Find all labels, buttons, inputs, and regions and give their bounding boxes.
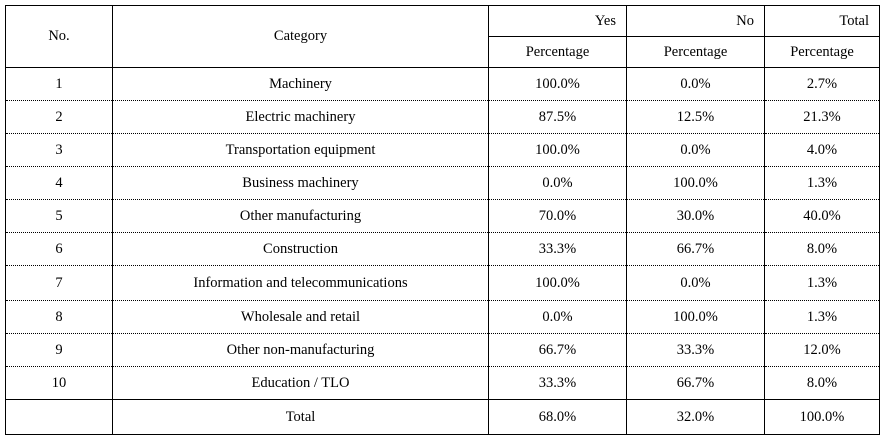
row-category: Other manufacturing xyxy=(112,199,489,233)
row-category: Machinery xyxy=(112,67,489,101)
table-row: 3 Transportation equipment 100.0% 0.0% 4… xyxy=(5,133,880,167)
total-total-pct: 100.0% xyxy=(764,399,880,435)
row-yes-pct: 100.0% xyxy=(488,67,627,101)
row-no: 8 xyxy=(5,300,113,334)
table-row: 8 Wholesale and retail 0.0% 100.0% 1.3% xyxy=(5,300,880,334)
row-total-pct: 21.3% xyxy=(764,100,880,134)
table-row: 6 Construction 33.3% 66.7% 8.0% xyxy=(5,232,880,266)
table-container: No. Category Yes No Total Percentage Per… xyxy=(5,5,880,435)
header-category: Category xyxy=(112,5,489,68)
row-no-pct: 0.0% xyxy=(626,67,765,101)
total-row-empty-cell xyxy=(5,399,113,435)
row-no: 6 xyxy=(5,232,113,266)
row-yes-pct: 100.0% xyxy=(488,265,627,301)
table-body: 1 Machinery 100.0% 0.0% 2.7% 2 Electric … xyxy=(5,67,880,435)
subheader-no-percentage: Percentage xyxy=(626,36,765,68)
table-row: 1 Machinery 100.0% 0.0% 2.7% xyxy=(5,67,880,101)
row-total-pct: 2.7% xyxy=(764,67,880,101)
row-no: 5 xyxy=(5,199,113,233)
total-label: Total xyxy=(112,399,489,435)
row-category: Wholesale and retail xyxy=(112,300,489,334)
row-yes-pct: 87.5% xyxy=(488,100,627,134)
row-no-pct: 0.0% xyxy=(626,133,765,167)
row-no: 2 xyxy=(5,100,113,134)
row-yes-pct: 0.0% xyxy=(488,300,627,334)
row-no: 9 xyxy=(5,333,113,367)
row-yes-pct: 33.3% xyxy=(488,366,627,400)
row-no: 7 xyxy=(5,265,113,301)
total-no-pct: 32.0% xyxy=(626,399,765,435)
table-row: 4 Business machinery 0.0% 100.0% 1.3% xyxy=(5,166,880,200)
header-no: No. xyxy=(5,5,113,68)
row-no: 10 xyxy=(5,366,113,400)
row-yes-pct: 66.7% xyxy=(488,333,627,367)
row-yes-pct: 100.0% xyxy=(488,133,627,167)
row-yes-pct: 70.0% xyxy=(488,199,627,233)
row-no-pct: 30.0% xyxy=(626,199,765,233)
subheader-yes-percentage: Percentage xyxy=(488,36,627,68)
total-yes-pct: 68.0% xyxy=(488,399,627,435)
header-yes: Yes xyxy=(488,5,627,37)
row-no-pct: 66.7% xyxy=(626,366,765,400)
row-no-pct: 33.3% xyxy=(626,333,765,367)
row-no-pct: 100.0% xyxy=(626,166,765,200)
row-category: Construction xyxy=(112,232,489,266)
table-row: 5 Other manufacturing 70.0% 30.0% 40.0% xyxy=(5,199,880,233)
row-total-pct: 40.0% xyxy=(764,199,880,233)
table-row: 9 Other non-manufacturing 66.7% 33.3% 12… xyxy=(5,333,880,367)
row-category: Education / TLO xyxy=(112,366,489,400)
row-category: Business machinery xyxy=(112,166,489,200)
row-total-pct: 4.0% xyxy=(764,133,880,167)
row-total-pct: 1.3% xyxy=(764,166,880,200)
row-category: Transportation equipment xyxy=(112,133,489,167)
header-total: Total xyxy=(764,5,880,37)
header-no-answer: No xyxy=(626,5,765,37)
row-total-pct: 12.0% xyxy=(764,333,880,367)
total-row: Total 68.0% 32.0% 100.0% xyxy=(5,399,880,435)
subheader-row: Percentage Percentage Percentage xyxy=(6,36,880,68)
row-no: 3 xyxy=(5,133,113,167)
row-yes-pct: 33.3% xyxy=(488,232,627,266)
row-total-pct: 1.3% xyxy=(764,300,880,334)
table-row: 10 Education / TLO 33.3% 66.7% 8.0% xyxy=(5,366,880,400)
row-total-pct: 1.3% xyxy=(764,265,880,301)
header-row: No. Category Yes No Total xyxy=(5,5,880,68)
row-no-pct: 100.0% xyxy=(626,300,765,334)
row-total-pct: 8.0% xyxy=(764,232,880,266)
data-table: No. Category Yes No Total Percentage Per… xyxy=(5,5,880,435)
subheader-total-percentage: Percentage xyxy=(764,36,880,68)
row-category: Information and telecommunications xyxy=(112,265,489,301)
table-row: 7 Information and telecommunications 100… xyxy=(5,265,880,301)
table-row: 2 Electric machinery 87.5% 12.5% 21.3% xyxy=(5,100,880,134)
row-category: Other non-manufacturing xyxy=(112,333,489,367)
row-category: Electric machinery xyxy=(112,100,489,134)
row-no: 4 xyxy=(5,166,113,200)
table-header: No. Category Yes No Total Percentage Per… xyxy=(5,5,880,68)
row-total-pct: 8.0% xyxy=(764,366,880,400)
row-no-pct: 0.0% xyxy=(626,265,765,301)
row-no: 1 xyxy=(5,67,113,101)
row-no-pct: 12.5% xyxy=(626,100,765,134)
row-yes-pct: 0.0% xyxy=(488,166,627,200)
row-no-pct: 66.7% xyxy=(626,232,765,266)
